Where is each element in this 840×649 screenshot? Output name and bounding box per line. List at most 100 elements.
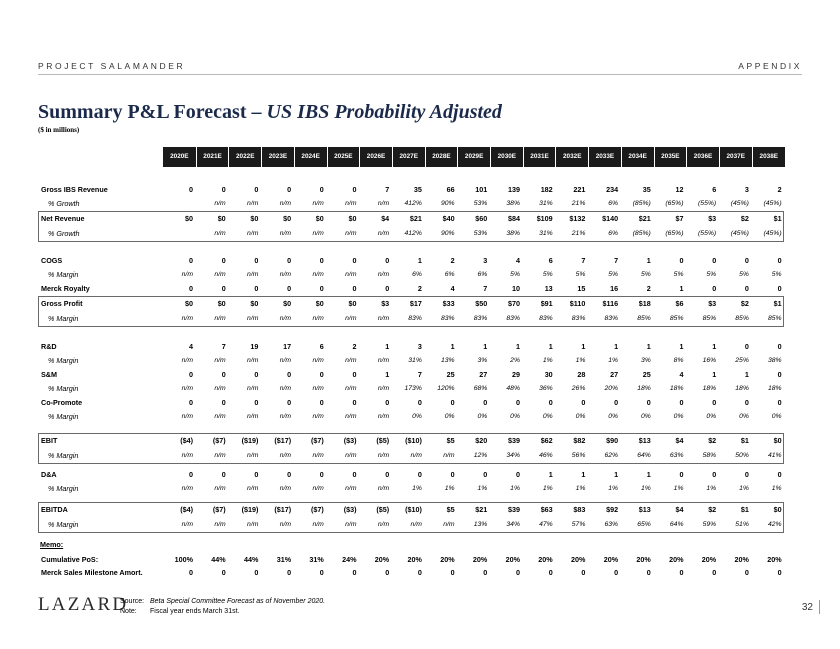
cell-2033E: 20% xyxy=(603,555,619,564)
cell-2024E: 0 xyxy=(319,185,324,194)
cell-2026E: 0 xyxy=(385,568,390,577)
cell-2022E: 0 xyxy=(254,370,259,379)
cell-2024E: 6 xyxy=(319,342,324,351)
cell-2021E: 0 xyxy=(221,256,226,265)
cell-2028E: 0 xyxy=(450,398,455,407)
margin-row: % Margin n/m n/m n/m n/m n/m n/m n/m n/m n/m 12% 34… xyxy=(38,449,784,463)
cell-2034E: (85%) xyxy=(632,230,651,237)
page-number-divider xyxy=(819,600,820,614)
cell-2034E: $21 xyxy=(638,214,651,223)
cell-2032E: $83 xyxy=(573,505,586,514)
cell-2032E: 83% xyxy=(571,315,586,322)
cell-2026E: n/m xyxy=(377,485,390,492)
cell-2035E: 0% xyxy=(673,413,684,420)
cell-2027E: 31% xyxy=(408,357,422,364)
cell-2023E: 0 xyxy=(287,398,292,407)
cell-2034E: 3% xyxy=(640,357,651,364)
cell-2023E: n/m xyxy=(279,385,292,392)
cell-2032E: 0 xyxy=(581,398,586,407)
cell-2025E: 0 xyxy=(352,284,357,293)
cell-2031E: 20% xyxy=(538,555,553,564)
cell-2033E: 1% xyxy=(608,357,619,364)
cell-2020E: $0 xyxy=(185,299,193,308)
cell-2037E: 0 xyxy=(744,342,749,351)
cell-2028E: 90% xyxy=(440,230,455,237)
cell-2031E: 30 xyxy=(544,370,553,379)
cell-2024E: ($7) xyxy=(311,505,324,514)
cell-2023E: n/m xyxy=(279,230,292,237)
cell-2035E: 5% xyxy=(673,271,684,278)
cell-2023E: n/m xyxy=(279,271,292,278)
cell-2036E: 0 xyxy=(712,568,717,577)
cell-2036E: 0 xyxy=(712,398,717,407)
cell-2036E: 0 xyxy=(712,256,717,265)
row-label: % Margin xyxy=(48,384,79,393)
memo-merck-sales-milestone-amort-row: Merck Sales Milestone Amort. 0 0 0 0 0 0 0 0 0 0 0 0… xyxy=(38,566,784,580)
cell-2031E: 83% xyxy=(539,315,553,322)
year-header-2026E: 2026E xyxy=(359,147,392,167)
cell-2031E: 6 xyxy=(548,256,553,265)
page-number: 32 xyxy=(801,602,813,613)
cell-2022E: 0 xyxy=(254,185,259,194)
cell-2030E: 34% xyxy=(506,452,520,459)
cell-2026E: ($5) xyxy=(376,436,390,445)
cell-2037E: 0 xyxy=(744,398,749,407)
cell-2033E: 20% xyxy=(604,385,619,392)
year-header-2029E: 2029E xyxy=(457,147,490,167)
row-label: % Margin xyxy=(48,356,79,365)
cell-2033E: 27 xyxy=(610,370,619,379)
cell-2038E: 0 xyxy=(777,284,782,293)
cell-2022E: n/m xyxy=(247,271,259,278)
cell-2022E: n/m xyxy=(247,200,259,207)
cell-2031E: 0 xyxy=(548,398,553,407)
cell-2024E: n/m xyxy=(312,230,324,237)
cell-2023E: ($17) xyxy=(274,436,292,445)
row-label: S&M xyxy=(41,370,57,379)
cell-2037E: $2 xyxy=(740,214,749,223)
highlight-box xyxy=(38,433,784,464)
note-key: Note: xyxy=(120,608,137,615)
cell-2036E: 1 xyxy=(712,342,717,351)
cell-2021E: 0 xyxy=(221,470,226,479)
cell-2032E: 1% xyxy=(575,485,586,492)
cell-2037E: 0% xyxy=(739,413,749,420)
cell-2038E: 0 xyxy=(777,398,782,407)
cell-2021E: $0 xyxy=(217,214,226,223)
cell-2024E: n/m xyxy=(312,200,324,207)
cell-2026E: n/m xyxy=(377,315,390,322)
cell-2025E: 0 xyxy=(352,568,357,577)
cell-2028E: 13% xyxy=(440,357,455,364)
header-section-name: APPENDIX xyxy=(738,61,802,71)
cell-2037E: 0 xyxy=(744,284,749,293)
cell-2032E: 7 xyxy=(581,256,586,265)
cell-2038E: 41% xyxy=(767,452,782,459)
cell-2022E: n/m xyxy=(247,413,259,420)
cell-2035E: 12 xyxy=(675,185,684,194)
cell-2030E: 1 xyxy=(516,342,520,351)
year-header-2036E: 2036E xyxy=(686,147,719,167)
cell-2033E: $90 xyxy=(606,436,619,445)
row-label: Merck Sales Milestone Amort. xyxy=(41,568,143,577)
cell-2021E: ($7) xyxy=(212,505,226,514)
cell-2031E: 47% xyxy=(539,521,553,528)
cell-2031E: 0 xyxy=(548,568,553,577)
lazard-logo: LAZARD xyxy=(38,594,129,615)
cell-2023E: n/m xyxy=(279,357,292,364)
cell-2023E: $0 xyxy=(283,214,292,223)
cell-2021E: n/m xyxy=(214,315,226,322)
cell-2030E: 2% xyxy=(510,357,520,364)
cell-2023E: n/m xyxy=(279,413,292,420)
cell-2026E: 1 xyxy=(385,342,390,351)
cell-2031E: $63 xyxy=(540,505,553,514)
cell-2022E: n/m xyxy=(247,521,259,528)
row-label: Gross Profit xyxy=(41,299,83,308)
cell-2024E: n/m xyxy=(312,271,324,278)
cell-2036E: 6 xyxy=(712,185,717,194)
cell-2020E: n/m xyxy=(181,357,193,364)
cell-2031E: 0% xyxy=(542,413,553,420)
cell-2028E: 0 xyxy=(450,568,455,577)
cell-2028E: 90% xyxy=(440,200,455,207)
cell-2034E: 20% xyxy=(636,555,651,564)
memo-title: Memo: xyxy=(40,540,64,549)
cell-2032E: 21% xyxy=(571,200,586,207)
